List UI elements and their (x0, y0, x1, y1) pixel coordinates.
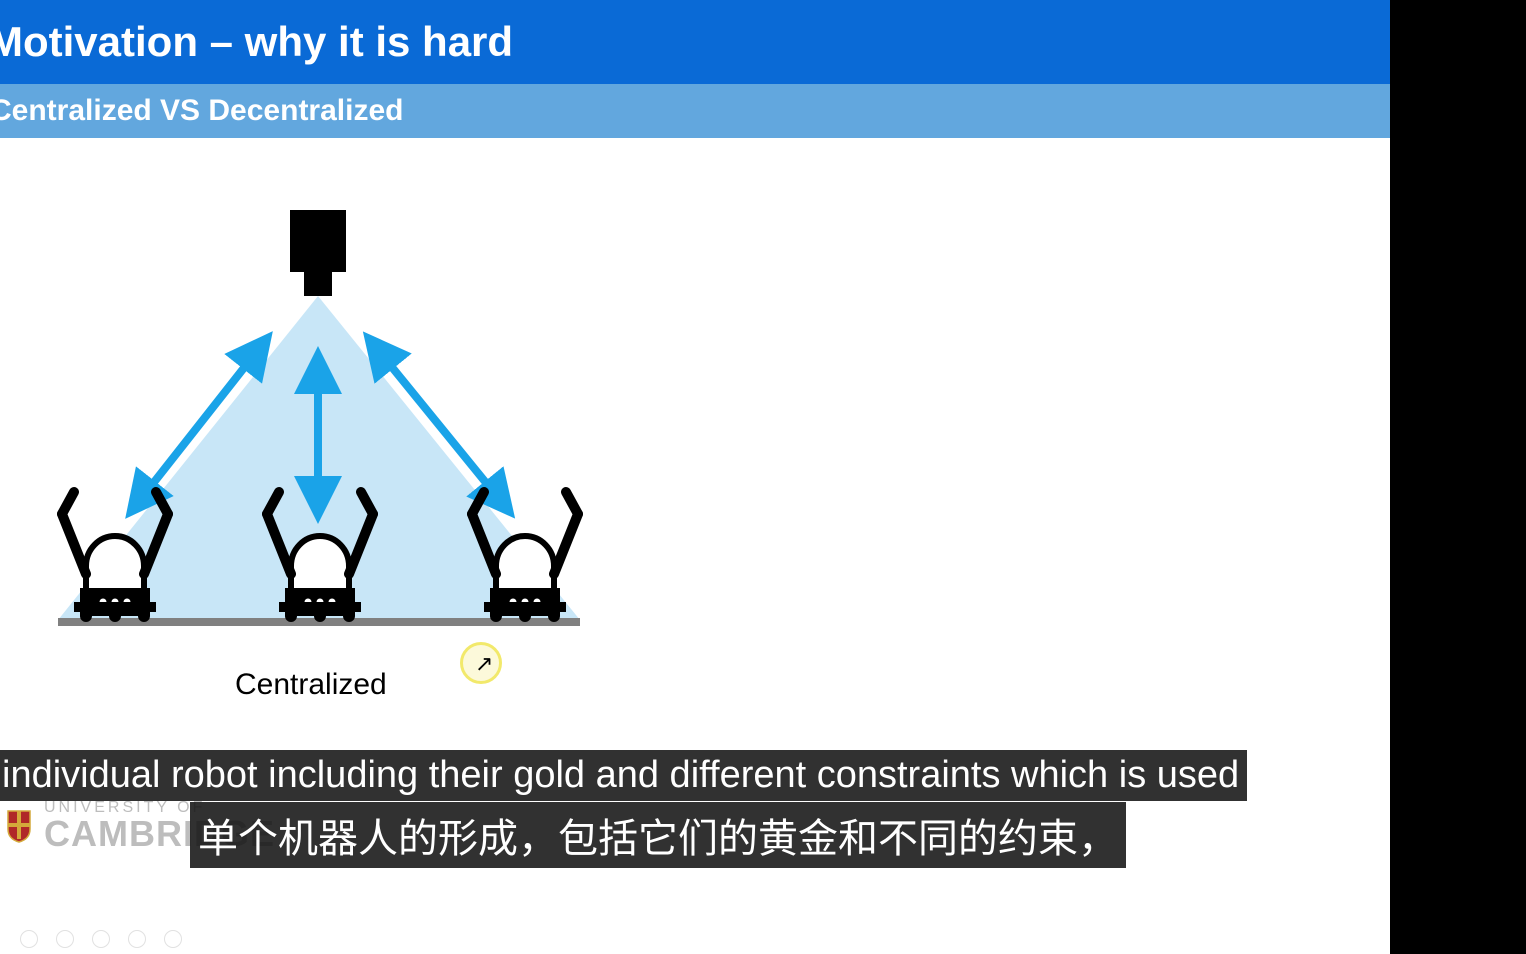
caption-line-1: individual robot including their gold an… (0, 750, 1247, 801)
playback-controls[interactable] (20, 930, 182, 948)
playback-icon[interactable] (128, 930, 146, 948)
cursor-pointer-icon: ↖ (475, 651, 493, 677)
caption-line-2: 单个机器人的形成，包括它们的黄金和不同的约束， (190, 802, 1126, 868)
playback-icon[interactable] (92, 930, 110, 948)
right-black-margin (1390, 0, 1526, 954)
playback-icon[interactable] (164, 930, 182, 948)
playback-icon[interactable] (56, 930, 74, 948)
playback-icon[interactable] (20, 930, 38, 948)
cambridge-shield-icon (6, 809, 32, 843)
diagram-label: Centralized (235, 668, 387, 702)
slide-container: Motivation – why it is hard Centralized … (0, 0, 1526, 954)
